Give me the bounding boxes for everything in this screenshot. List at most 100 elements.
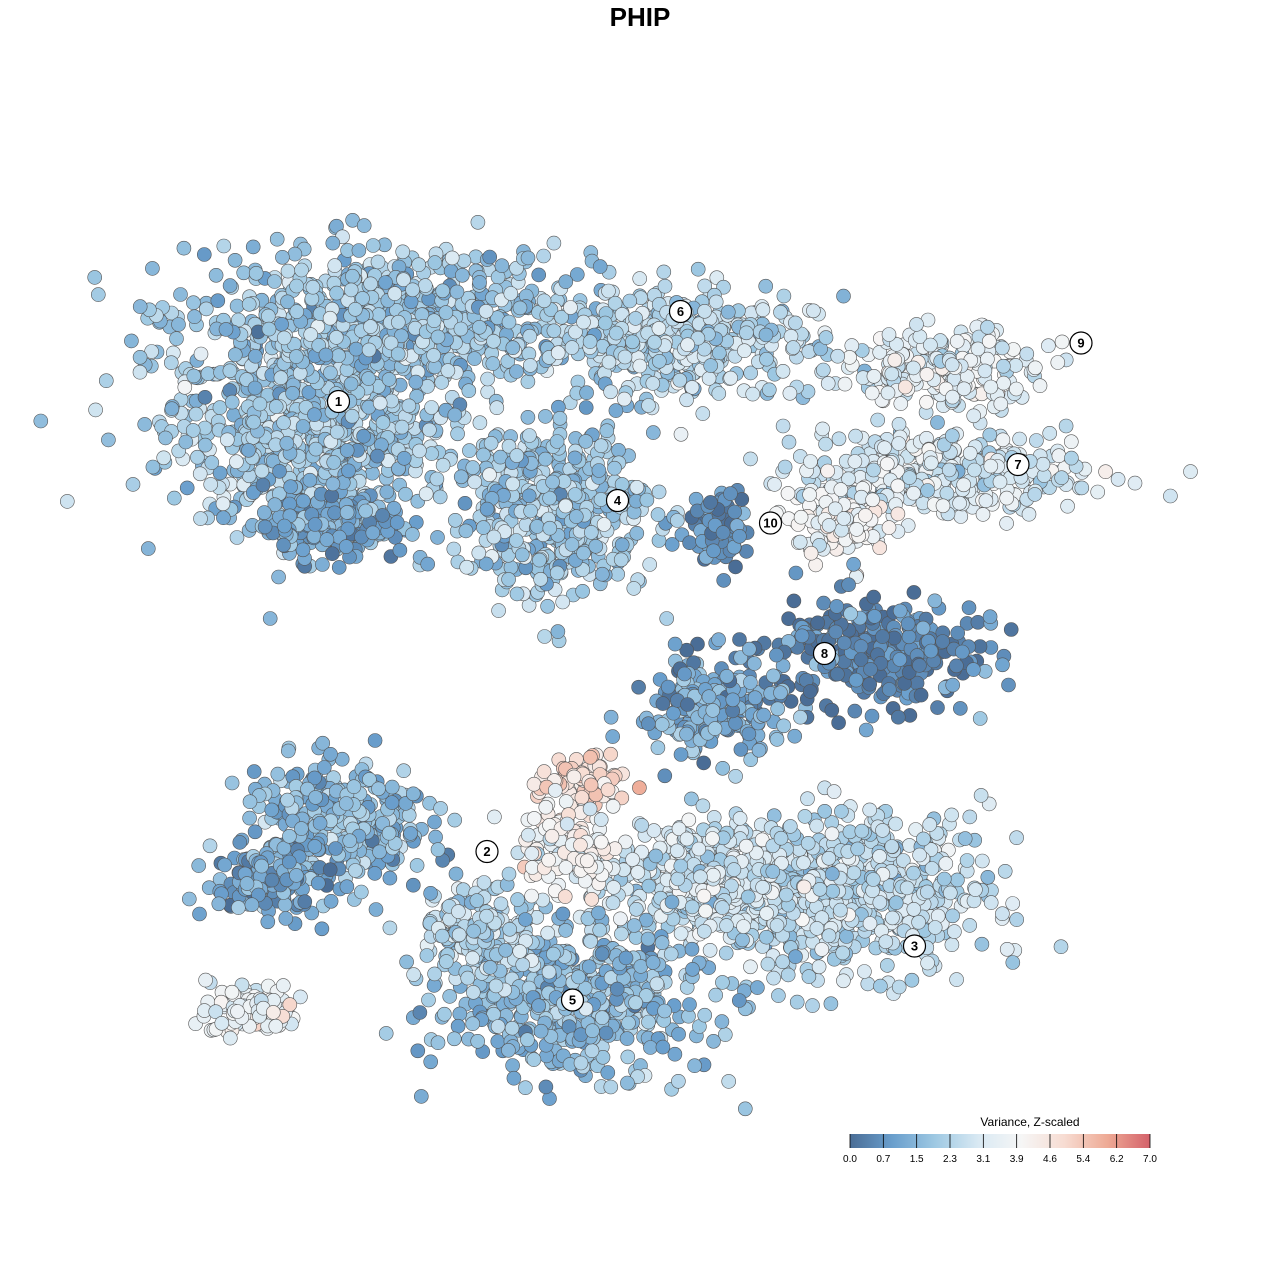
cell-point-cluster-4 — [564, 537, 580, 552]
cell-point-cluster-3 — [1009, 830, 1024, 846]
cell-point-cluster-3 — [862, 916, 878, 931]
cell-point-cluster-3 — [962, 918, 978, 933]
cell-point-cluster-1 — [171, 317, 186, 332]
cell-point-cluster-3 — [641, 878, 657, 894]
cell-point-cluster-1 — [188, 406, 204, 422]
cell-point-cluster-3 — [872, 849, 887, 864]
cell-point-cluster-5 — [600, 1065, 616, 1080]
cell-point-cluster-3 — [728, 768, 743, 784]
cell-point-cluster-1 — [351, 243, 367, 258]
cell-point-cluster-6 — [761, 382, 777, 398]
cell-point-cluster-6 — [836, 288, 851, 304]
cell-point-cluster-6 — [773, 304, 788, 320]
cell-point-cluster-1 — [328, 330, 344, 345]
cell-point-cluster-6 — [522, 328, 538, 344]
cell-point-cluster-5 — [731, 993, 747, 1008]
cell-point-cluster-4 — [482, 467, 497, 483]
cell-point-cluster-5 — [470, 1034, 486, 1049]
cell-point-cluster-3 — [836, 973, 851, 989]
cell-point-cluster-3 — [696, 888, 712, 904]
cell-point-cluster-1 — [322, 310, 338, 326]
cell-point-cluster-1 — [430, 329, 446, 345]
cell-point-cluster-6 — [788, 315, 803, 331]
cell-point-cluster-5 — [442, 989, 458, 1004]
cell-point-cluster-1 — [276, 537, 291, 553]
cell-point-cluster-6 — [622, 293, 638, 309]
cell-point-cluster-3 — [811, 959, 827, 975]
cell-point-cluster-3 — [959, 853, 975, 868]
cell-point-cluster-1 — [276, 330, 292, 346]
cell-point-cluster-6 — [564, 340, 580, 355]
cell-point-cluster-3 — [740, 889, 756, 905]
cell-point-cluster-1 — [501, 314, 517, 330]
cell-point-cluster-1 — [257, 519, 273, 535]
cell-point-cluster-1 — [417, 278, 433, 293]
cell-point-cluster-3 — [911, 914, 926, 930]
cell-point-cluster-5 — [697, 1007, 713, 1023]
cell-point-cluster-4 — [432, 489, 448, 505]
cell-point-cluster-5 — [643, 1040, 658, 1055]
cell-point-cluster-1 — [356, 218, 372, 233]
cell-point-cluster-5 — [438, 954, 454, 969]
cell-point-cluster-1 — [546, 235, 562, 251]
cell-point-cluster-4 — [576, 545, 591, 561]
cell-point-cluster-5 — [501, 1043, 516, 1058]
cell-point-cluster-4 — [549, 434, 565, 449]
cell-point-cluster-1 — [372, 395, 388, 411]
cell-point-cluster-1 — [401, 398, 417, 414]
cell-point-cluster-1 — [169, 331, 184, 346]
cell-point-cluster-3 — [669, 843, 685, 859]
cell-point-cluster-2 — [409, 858, 425, 873]
cell-point-cluster-5 — [715, 975, 730, 990]
cell-point-cluster-4 — [552, 410, 568, 426]
cell-point-cluster-4 — [471, 545, 487, 561]
cell-point-cluster-3 — [974, 853, 990, 869]
cell-point-cluster-3 — [920, 955, 935, 971]
cell-point-cluster-1 — [520, 250, 536, 266]
cell-point-cluster-5 — [465, 1016, 481, 1032]
cell-point-cluster-1 — [343, 376, 359, 392]
cell-point-cluster-3 — [862, 802, 878, 818]
cell-point-cluster-6 — [505, 340, 521, 356]
cell-point-cluster-5 — [667, 1046, 683, 1062]
cell-point-cluster-4 — [521, 488, 537, 504]
cell-point-cluster-3 — [691, 841, 707, 857]
cell-point-cluster-5 — [618, 950, 634, 966]
cell-point-cluster-4 — [462, 443, 477, 458]
cell-point-cluster-5 — [490, 1019, 506, 1034]
cell-point-cluster-3 — [823, 996, 839, 1012]
cell-point-cluster-3 — [899, 880, 915, 896]
cell-point-cluster-2 — [428, 829, 443, 845]
cell-point-cluster-1 — [193, 346, 209, 362]
cell-point-cluster-3 — [950, 872, 965, 888]
cell-point-cluster-1 — [269, 231, 285, 247]
cell-point-cluster-5 — [657, 1003, 672, 1019]
cell-point-cluster-4 — [591, 463, 607, 478]
cell-point-cluster-6 — [815, 362, 831, 378]
cell-point-cluster-7 — [1074, 480, 1090, 496]
cell-point-cluster-5 — [506, 1070, 522, 1086]
cell-point-cluster-5 — [561, 1019, 577, 1034]
cell-point-cluster-4 — [578, 400, 594, 415]
cell-point-cluster-4 — [458, 523, 474, 539]
cell-point-cluster-1 — [208, 267, 224, 283]
cell-point-cluster-6 — [679, 392, 694, 408]
cell-point-cluster-4 — [396, 450, 412, 466]
cell-point-cluster-4 — [558, 498, 573, 514]
cell-point-cluster-6 — [723, 370, 739, 386]
cell-point-cluster-3 — [755, 879, 770, 895]
cell-point-cluster-1 — [210, 293, 226, 309]
cell-point-cluster-1 — [173, 287, 188, 302]
cell-point-cluster-1 — [203, 477, 218, 492]
cell-point-cluster-2 — [322, 862, 338, 878]
cell-point-cluster-7 — [815, 421, 830, 437]
cell-point-cluster-2 — [264, 872, 280, 888]
cell-point-cluster-1 — [261, 321, 277, 337]
cell-point-cluster-4 — [626, 581, 642, 596]
cell-point-cluster-4 — [614, 537, 630, 553]
cell-point-cluster-3 — [630, 865, 646, 880]
cell-point-cluster-5 — [515, 957, 531, 973]
cell-point-cluster-5 — [434, 928, 450, 944]
cell-point-cluster-1 — [241, 296, 257, 312]
cell-point-cluster-6 — [672, 372, 688, 388]
